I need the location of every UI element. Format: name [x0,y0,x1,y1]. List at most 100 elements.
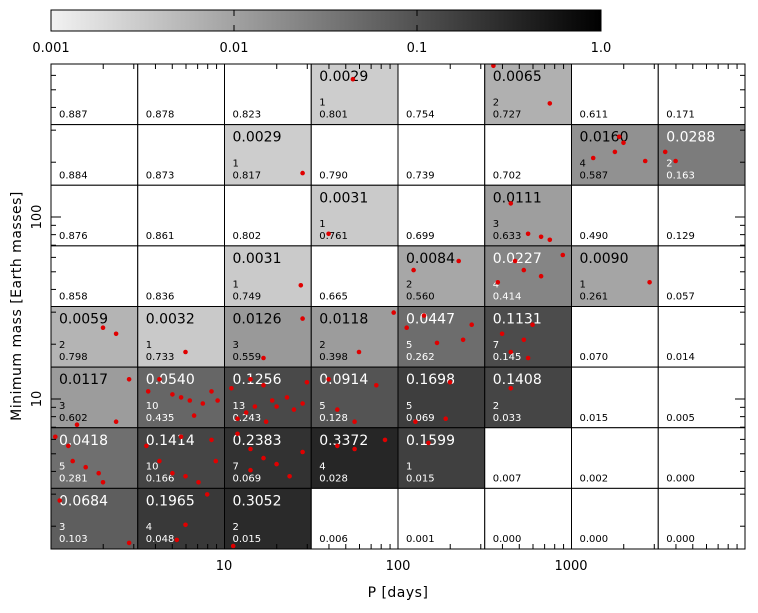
cell-completeness-label: 0.000 [580,534,609,545]
cell-completeness-label: 0.490 [580,231,609,242]
heatmap-cell [397,245,486,307]
planet-point [215,398,220,403]
planet-point [183,522,188,528]
cell-fraction-label: 0.0447 [406,312,455,328]
planet-point [145,389,151,394]
planet-point [274,404,279,409]
planet-point [178,434,184,440]
heatmap-cell [657,63,746,126]
planet-point [113,419,119,425]
heatmap-cell [657,487,746,550]
cell-fraction-label: 0.1965 [146,493,195,509]
planet-point [547,237,553,243]
y-axis-title: Minimum mass [Earth masses] [9,191,25,421]
heatmap-cell [310,487,399,550]
cell-fraction-label: 0.0684 [59,493,108,509]
cell-count-label: 1 [580,280,586,291]
planet-point [495,280,501,285]
heatmap-cell [224,245,312,307]
planet-point [521,267,527,273]
heatmap-cell [224,124,312,186]
cell-completeness-label: 0.057 [666,292,695,303]
cell-completeness-label: 0.559 [233,352,262,363]
cell-count-label: 4 [146,522,152,533]
heatmap-cell [657,184,746,247]
cell-fraction-label: 0.1599 [406,433,455,449]
planet-point [269,398,275,403]
cell-count-label: 1 [406,461,412,472]
colorbar-tick-label: 0.001 [32,41,69,56]
planet-point [248,377,253,382]
colorbar-ticks [50,10,602,31]
cell-completeness-label: 0.739 [406,170,435,181]
planet-point [304,380,310,385]
cell-count-label: 7 [493,340,499,351]
cell-fraction-label: 0.1131 [493,312,542,328]
cell-completeness-label: 0.633 [493,231,522,242]
planet-point [350,76,356,82]
planet-point [157,377,162,382]
cell-completeness-label: 0.028 [319,473,348,484]
planet-point [508,201,514,206]
cell-completeness-label: 0.798 [59,352,88,363]
planet-point [491,63,496,69]
planet-point [235,416,240,422]
planet-point [560,252,566,258]
planet-point [673,158,678,164]
planet-point [57,498,62,503]
planet-point [261,355,266,361]
planet-point [126,540,132,546]
heatmap-cell [484,124,572,186]
cell-fraction-label: 0.0227 [493,251,542,267]
cell-count-label: 3 [493,219,499,230]
cell-completeness-label: 0.884 [59,170,88,181]
cell-completeness-label: 0.015 [233,534,262,545]
cell-completeness-label: 0.836 [146,292,175,303]
planet-point [174,537,180,543]
planet-point [248,467,253,473]
heatmap-cell [484,427,572,489]
planet-point [447,380,453,385]
cell-count-label: 1 [233,158,239,169]
planet-point [230,543,236,549]
cell-fraction-label: 0.1698 [406,372,455,388]
planet-point [525,231,531,237]
cell-fraction-label: 0.0032 [146,312,195,328]
x-axis-ticks [50,64,738,549]
planet-point [335,443,340,449]
planet-point [291,407,297,412]
cell-completeness-label: 0.166 [146,473,175,484]
planet-point [413,419,418,425]
planet-point [300,401,305,406]
heatmap-cell [137,245,225,307]
planet-point [235,431,240,437]
planet-point [200,401,206,406]
heatmap-cell [397,184,486,247]
planet-point [521,337,527,343]
cell-count-label: 3 [59,401,65,412]
cell-fraction-label: 0.0031 [233,251,282,267]
cell-completeness-label: 0.033 [493,413,522,424]
planet-point [100,325,106,331]
cell-count-label: 3 [59,522,65,533]
heatmap-cell [571,124,659,186]
heatmap-cell [571,427,659,489]
heatmap-cell [397,366,486,429]
heatmap-cell [484,245,572,307]
planet-point [248,446,253,452]
cell-completeness-label: 0.823 [233,110,262,121]
cell-completeness-label: 0.128 [319,413,348,424]
planet-point [191,413,197,418]
colorbar-tick-label: 0.01 [220,41,249,56]
cell-count-label: 3 [233,340,239,351]
cell-completeness-label: 0.015 [406,473,435,484]
planet-point [469,322,475,328]
cell-fraction-label: 0.3372 [319,433,368,449]
planet-point [157,458,162,464]
planet-point [404,325,410,331]
planet-point [538,234,544,240]
heatmap-cell [397,306,486,368]
cell-completeness-label: 0.876 [59,231,88,242]
planet-point [356,349,362,355]
heatmap-cell [484,487,572,550]
